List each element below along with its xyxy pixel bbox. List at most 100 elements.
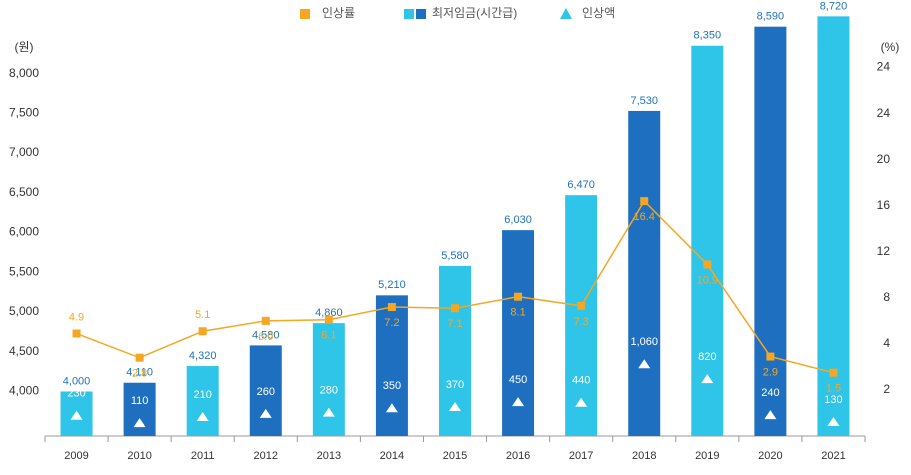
triangle-marker xyxy=(133,418,146,428)
y2-tick-label: 2 xyxy=(883,382,890,396)
triangle-marker xyxy=(827,416,840,426)
bar-label: 4,110 xyxy=(126,367,153,379)
y2-tick-label: 24 xyxy=(877,60,891,74)
triangle-marker xyxy=(259,408,272,418)
rate-marker xyxy=(72,329,81,338)
rate-label: 4.9 xyxy=(69,311,84,323)
bar xyxy=(186,366,219,436)
x-tick-label: 2012 xyxy=(254,450,278,462)
rate-label: 10.9 xyxy=(697,274,718,286)
rate-marker xyxy=(766,352,775,361)
rate-marker xyxy=(640,197,649,206)
bar xyxy=(754,26,787,436)
triangle-marker xyxy=(701,374,714,384)
triangle-marker xyxy=(764,410,777,420)
rate-label: 7.2 xyxy=(384,317,399,329)
x-tick-label: 2015 xyxy=(443,450,467,462)
y-tick-label: 5,500 xyxy=(9,264,39,278)
bar-label: 5,210 xyxy=(378,279,406,291)
y-tick-label: 6,500 xyxy=(9,185,39,199)
x-tick-label: 2011 xyxy=(191,450,215,462)
y-tick-label: 7,500 xyxy=(9,105,39,119)
x-tick-label: 2019 xyxy=(695,450,719,462)
rate-label: 6.1 xyxy=(321,330,336,342)
bar-label: 5,580 xyxy=(441,250,469,262)
marker-label: 210 xyxy=(194,389,212,401)
bar-label: 4,000 xyxy=(63,375,91,387)
legend-label: 인상액 xyxy=(582,6,615,20)
legend-swatch xyxy=(416,9,426,19)
bar-label: 8,720 xyxy=(820,0,848,12)
x-tick-label: 2016 xyxy=(506,450,530,462)
legend-label: 최저임금(시간급) xyxy=(432,6,517,20)
bar xyxy=(312,323,345,436)
rate-label: 7.1 xyxy=(447,318,462,330)
x-tick-label: 2014 xyxy=(380,450,404,462)
triangle-marker xyxy=(70,410,83,420)
x-tick-label: 2017 xyxy=(569,450,593,462)
bar xyxy=(123,382,156,436)
marker-label: 370 xyxy=(446,379,464,391)
x-tick-label: 2009 xyxy=(64,450,88,462)
marker-label: 240 xyxy=(761,387,779,399)
rate-marker xyxy=(387,303,396,312)
y2-tick-label: 20 xyxy=(877,152,891,166)
marker-label: 280 xyxy=(320,385,338,397)
rate-label: 5.1 xyxy=(195,309,210,321)
y-tick-label: 4,000 xyxy=(9,384,39,398)
triangle-marker xyxy=(196,411,209,421)
x-tick-label: 2010 xyxy=(127,450,151,462)
bar-label: 8,350 xyxy=(694,30,722,42)
y-tick-label: 8,000 xyxy=(9,66,39,80)
bar xyxy=(565,195,598,436)
triangle-marker xyxy=(575,397,588,407)
y2-axis-label: (%) xyxy=(881,40,900,54)
triangle-marker xyxy=(512,397,525,407)
marker-label: 440 xyxy=(572,375,590,387)
legend-label: 인상률 xyxy=(322,6,355,20)
rate-marker xyxy=(324,315,333,324)
x-tick-label: 2018 xyxy=(632,450,656,462)
legend-swatch xyxy=(560,8,572,19)
bar-label: 4,860 xyxy=(315,307,343,319)
y2-tick-label: 12 xyxy=(877,244,891,258)
y2-tick-label: 4 xyxy=(883,336,890,350)
x-tick-label: 2020 xyxy=(758,450,782,462)
legend-swatch xyxy=(300,9,310,19)
y-tick-label: 5,000 xyxy=(9,304,39,318)
bar-label: 4,320 xyxy=(189,350,217,362)
rate-marker xyxy=(514,292,523,301)
y-axis-label: (원) xyxy=(14,40,33,54)
rate-marker xyxy=(198,327,207,336)
bar-label: 7,530 xyxy=(630,95,658,107)
marker-label: 1,060 xyxy=(630,336,658,348)
triangle-marker xyxy=(385,403,398,413)
rate-label: 1.5 xyxy=(826,383,841,395)
marker-label: 350 xyxy=(383,380,401,392)
rate-label: 2.8 xyxy=(132,368,147,380)
rate-marker xyxy=(261,316,270,325)
rate-label: 7.3 xyxy=(574,316,589,328)
bar xyxy=(817,16,850,436)
rate-label: 16.4 xyxy=(634,211,655,223)
rate-marker xyxy=(451,304,459,313)
rate-marker xyxy=(829,368,838,377)
bar xyxy=(249,345,282,436)
rate-marker xyxy=(135,353,144,362)
rate-label: 6.0 xyxy=(258,331,273,343)
bar-label: 6,470 xyxy=(567,179,595,191)
triangle-marker xyxy=(322,407,335,417)
triangle-marker xyxy=(638,359,651,369)
bar-label: 8,590 xyxy=(757,11,785,23)
y2-tick-label: 24 xyxy=(877,106,891,120)
rate-marker xyxy=(577,301,586,310)
x-tick-label: 2013 xyxy=(317,450,341,462)
triangle-marker xyxy=(449,402,461,412)
rate-label: 8.1 xyxy=(510,307,525,319)
marker-label: 230 xyxy=(67,388,85,400)
marker-label: 820 xyxy=(698,351,716,363)
bar xyxy=(375,295,408,436)
y-tick-label: 6,000 xyxy=(9,225,39,239)
marker-label: 130 xyxy=(824,394,842,406)
